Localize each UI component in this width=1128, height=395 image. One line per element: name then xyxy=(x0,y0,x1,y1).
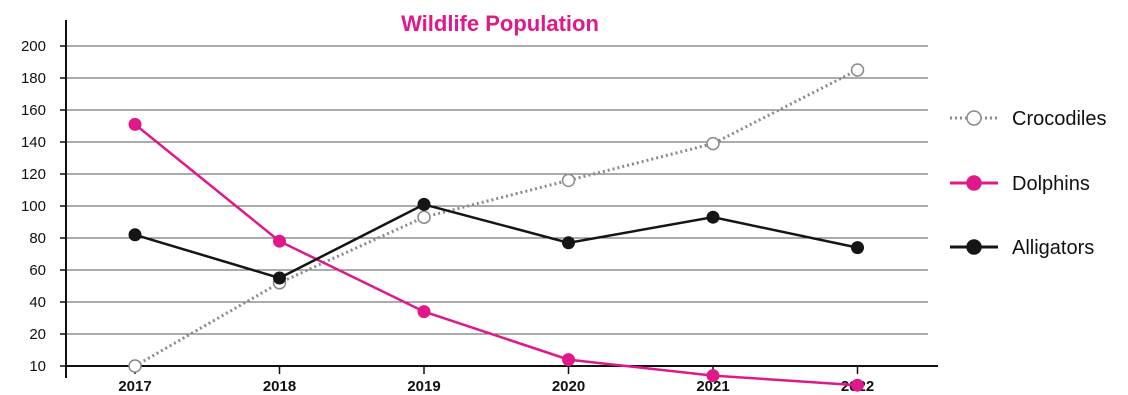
legend-crocodiles-label: Crocodiles xyxy=(1012,108,1106,130)
y-tick-label: 10 xyxy=(29,358,46,375)
legend-alligators-marker xyxy=(966,239,982,255)
y-tick-label: 140 xyxy=(21,134,46,151)
x-tick-label: 2018 xyxy=(263,378,296,395)
y-axis-ticks: 10 20 40 60 80 100 120 140 160 180 200 xyxy=(21,38,66,375)
alligators-point xyxy=(562,236,575,250)
axes xyxy=(65,20,938,378)
y-tick-label: 100 xyxy=(21,198,46,215)
crocodiles-point xyxy=(706,136,720,151)
alligators-point xyxy=(128,228,142,242)
y-tick-label: 60 xyxy=(29,262,46,279)
y-tick-label: 120 xyxy=(21,166,46,183)
x-tick-label: 2021 xyxy=(696,378,729,395)
dolphins-line xyxy=(134,123,858,387)
chart-title: Wildlife Population xyxy=(401,11,599,36)
crocodiles-point xyxy=(561,173,576,188)
dolphins-point xyxy=(128,117,142,131)
alligators-point xyxy=(417,197,431,211)
crocodiles-point xyxy=(850,63,865,77)
x-tick-label: 2017 xyxy=(118,378,151,395)
dolphins-point xyxy=(273,234,286,248)
legend-dolphins-marker xyxy=(966,175,982,191)
legend-dolphins-label: Dolphins xyxy=(1012,173,1090,195)
x-tick-label: 2019 xyxy=(407,378,440,395)
alligators-point xyxy=(273,271,286,285)
y-tick-label: 200 xyxy=(21,38,46,55)
y-tick-label: 180 xyxy=(21,70,46,87)
x-tick-label: 2020 xyxy=(552,378,585,395)
grid-lines xyxy=(66,45,928,335)
y-tick-label: 40 xyxy=(29,294,46,311)
crocodiles-point xyxy=(417,210,431,224)
dolphins-point xyxy=(417,305,431,319)
y-tick-label: 80 xyxy=(29,230,46,247)
crocodiles-line xyxy=(134,68,859,368)
crocodiles-point xyxy=(128,359,142,373)
y-tick-label: 20 xyxy=(29,326,46,343)
legend: Crocodiles Dolphins Alligators xyxy=(950,108,1106,259)
alligators-line xyxy=(134,203,858,280)
alligators-point xyxy=(851,241,864,255)
dolphins-point xyxy=(562,353,575,367)
legend-alligators-label: Alligators xyxy=(1012,237,1094,259)
legend-crocodiles-marker xyxy=(966,110,982,126)
y-tick-label: 160 xyxy=(21,102,46,119)
dolphins-point xyxy=(851,378,864,392)
dolphins-point xyxy=(706,369,720,383)
alligators-point xyxy=(706,210,720,224)
series-group xyxy=(128,63,865,392)
x-axis-ticks: 201720182019202020212022 xyxy=(118,366,874,395)
